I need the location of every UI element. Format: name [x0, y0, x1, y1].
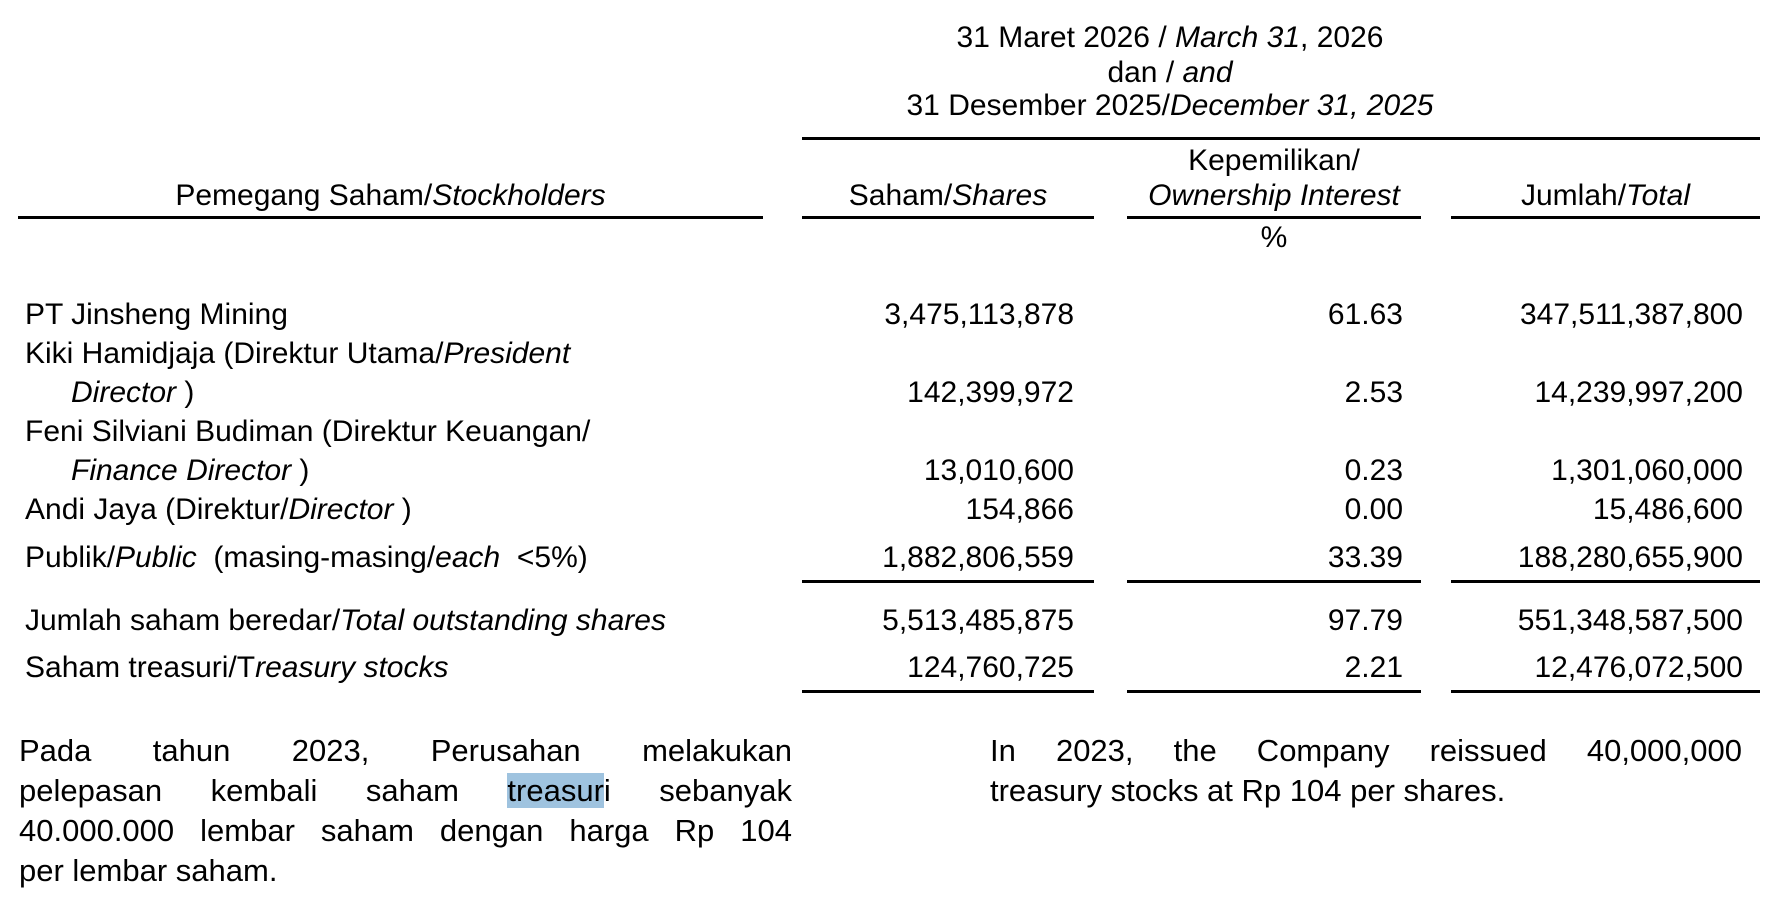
- total-outstanding-shares: 5,513,485,875: [882, 604, 1074, 637]
- bottom-rule-ownership: [1127, 690, 1421, 693]
- row-4-total: 15,486,600: [1592, 493, 1743, 526]
- period-line-1: 31 Maret 2026 / March 31, 2026: [800, 20, 1540, 56]
- row-2-shares: 142,399,972: [907, 376, 1074, 409]
- treasury-total: 12,476,072,500: [1534, 651, 1743, 684]
- bottom-rule-shares: [802, 690, 1094, 693]
- period-line-3-en: December 31, 2025: [1170, 89, 1434, 122]
- subtotal-rule-total: [1451, 580, 1760, 583]
- row-3-total: 1,301,060,000: [1551, 454, 1743, 487]
- header-rule-ownership: [1127, 216, 1421, 219]
- row-5-shares: 1,882,806,559: [882, 541, 1074, 574]
- row-5-holder: Publik/Public (masing-masing/each <5%): [25, 540, 588, 576]
- total-outstanding-label-en: Total outstanding shares: [340, 604, 666, 637]
- row-2-holder-id: Kiki Hamidjaja (Direktur Utama/: [25, 337, 444, 370]
- row-5-holder-en: Public: [115, 541, 197, 574]
- col-holder-id: Pemegang Saham/: [175, 179, 433, 212]
- col-shares-en: Shares: [952, 179, 1048, 212]
- treasury-label-id: Saham treasuri/T: [25, 651, 256, 684]
- row-2-holder-line-2: Director ): [71, 375, 194, 411]
- row-2-holder-en-2: Director: [71, 376, 177, 409]
- note-id-line-3: 40.000.000 lembar saham dengan harga Rp …: [19, 813, 792, 848]
- row-3-shares: 13,010,600: [923, 454, 1074, 487]
- subtotal-rule-ownership: [1127, 580, 1421, 583]
- row-5-holder-mid: (masing-masing/: [196, 541, 436, 574]
- row-5-holder-id: Publik/: [25, 541, 116, 574]
- row-5-holder-end: <5%): [500, 541, 588, 574]
- note-en-line-2: treasury stocks at Rp 104 per shares.: [990, 773, 1506, 808]
- bottom-rule-total: [1451, 690, 1760, 693]
- treasury-pct: 2.21: [1344, 651, 1403, 684]
- row-4-shares: 154,866: [965, 493, 1074, 526]
- note-id-line-2: pelepasan kembali saham treasuri sebanya…: [19, 771, 792, 811]
- row-2-total: 14,239,997,200: [1534, 376, 1743, 409]
- col-ownership-en: Ownership Interest: [1148, 179, 1400, 212]
- row-5-total: 188,280,655,900: [1517, 541, 1743, 574]
- total-outstanding-label: Jumlah saham beredar/Total outstanding s…: [25, 603, 666, 639]
- treasury-shares: 124,760,725: [907, 651, 1074, 684]
- row-1-total: 347,511,387,800: [1520, 298, 1743, 331]
- row-3-holder-line-1: Feni Silviani Budiman (Direktur Keuangan…: [25, 415, 591, 448]
- period-line-2-id: dan /: [1107, 56, 1183, 89]
- header-rule-total: [1451, 216, 1760, 219]
- ownership-unit: %: [1260, 221, 1288, 254]
- period-line-1-id: 31 Maret 2026 /: [956, 21, 1175, 54]
- period-line-3: 31 Desember 2025/December 31, 2025: [800, 88, 1540, 124]
- total-outstanding-label-id: Jumlah saham beredar/: [25, 604, 341, 637]
- period-line-1-year: , 2026: [1300, 21, 1384, 54]
- row-1-shares: 3,475,113,878: [884, 298, 1074, 331]
- header-rule-shares: [802, 216, 1094, 219]
- note-english: In 2023, the Company reissued 40,000,000…: [990, 731, 1742, 811]
- row-4-holder: Andi Jaya (Direktur/Director ): [25, 492, 412, 528]
- note-id-line-4: per lembar saham.: [19, 853, 278, 888]
- period-rule: [802, 137, 1760, 140]
- col-total-en: Total: [1626, 179, 1690, 212]
- row-1-pct: 61.63: [1327, 298, 1403, 331]
- col-shares-id: Saham/: [848, 179, 953, 212]
- note-id-line-2-pre: pelepasan kembali saham: [19, 773, 508, 808]
- row-4-holder-en: Director: [288, 493, 394, 526]
- selection-highlight[interactable]: treasur: [507, 773, 604, 808]
- note-id-line-1: Pada tahun 2023, Perusahan melakukan: [19, 733, 792, 768]
- col-total-id: Jumlah/: [1521, 179, 1627, 212]
- period-line-2: dan / and: [800, 55, 1540, 91]
- row-2-holder-end: ): [176, 376, 195, 409]
- treasury-label-en: reasury stocks: [255, 651, 449, 684]
- note-id-line-2-post: i sebanyak: [603, 773, 792, 808]
- header-rule-holder: [18, 216, 763, 219]
- row-2-pct: 2.53: [1344, 376, 1403, 409]
- row-4-holder-end: ): [393, 493, 412, 526]
- row-3-holder-end: ): [291, 454, 310, 487]
- row-5-pct: 33.39: [1327, 541, 1403, 574]
- row-3-holder-en: Finance Director: [71, 454, 292, 487]
- treasury-label: Saham treasuri/Treasury stocks: [25, 650, 448, 686]
- col-header-holder: Pemegang Saham/Stockholders: [18, 178, 763, 214]
- subtotal-rule-shares: [802, 580, 1094, 583]
- note-en-line-1: In 2023, the Company reissued 40,000,000: [990, 733, 1742, 768]
- row-4-pct: 0.00: [1344, 493, 1403, 526]
- row-2-holder-en: President: [443, 337, 571, 370]
- period-line-3-id: 31 Desember 2025/: [906, 89, 1171, 122]
- period-line-2-en: and: [1182, 56, 1233, 89]
- row-3-holder-line-2: Finance Director ): [71, 453, 309, 489]
- total-outstanding-pct: 97.79: [1327, 604, 1403, 637]
- col-header-total: Jumlah/Total: [1451, 178, 1760, 214]
- col-header-ownership-id: Kepemilikan/: [1188, 144, 1360, 177]
- col-header-ownership-en: Ownership Interest: [1127, 178, 1421, 214]
- period-line-1-en: March 31: [1174, 21, 1301, 54]
- col-header-shares: Saham/Shares: [802, 178, 1094, 214]
- row-5-holder-en-2: each: [435, 541, 501, 574]
- note-indonesian: Pada tahun 2023, Perusahan melakukan pel…: [19, 731, 792, 891]
- row-1-holder: PT Jinsheng Mining: [25, 298, 288, 331]
- row-2-holder-line-1: Kiki Hamidjaja (Direktur Utama/President: [25, 336, 570, 372]
- row-4-holder-id: Andi Jaya (Direktur/: [25, 493, 289, 526]
- total-outstanding-total: 551,348,587,500: [1517, 604, 1743, 637]
- col-holder-en: Stockholders: [432, 179, 606, 212]
- row-3-pct: 0.23: [1344, 454, 1403, 487]
